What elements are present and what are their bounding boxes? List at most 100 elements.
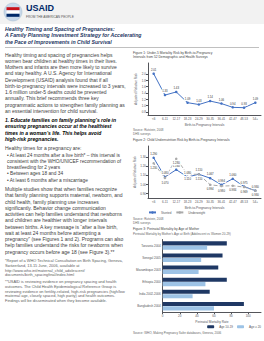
svg-text:54+: 54+ — [253, 199, 258, 203]
svg-text:48-53: 48-53 — [240, 116, 248, 120]
svg-text:0.975: 0.975 — [241, 180, 248, 184]
svg-text:Mothers and infants are then m: Mothers and infants are then more likely… — [5, 64, 117, 70]
svg-text:consistent with the WHO/UNICEF: consistent with the WHO/UNICEF recommend… — [7, 159, 122, 164]
svg-text:36-41: 36-41 — [218, 116, 226, 120]
svg-text:Multiple studies show that whe: Multiple studies show that when families… — [5, 186, 117, 192]
svg-text:Adjusted Relative Risk: Adjusted Relative Risk — [134, 73, 138, 105]
svg-text:12-17: 12-17 — [172, 199, 180, 203]
svg-text:0.980: 0.980 — [218, 188, 225, 192]
svg-text:Adjusted Relative Risk: Adjusted Relative Risk — [133, 156, 137, 188]
svg-text:Healthy timing and spacing of: Healthy timing and spacing of pregnancie… — [5, 52, 113, 58]
svg-text:1.0: 1.0 — [142, 104, 147, 108]
svg-text:• At least 24 months after a l: • At least 24 months after a live birth*… — [7, 153, 120, 158]
svg-text:programmatic actions to streng: programmatic actions to strengthen famil… — [5, 102, 125, 108]
svg-text:the Pace of Improvements in Ch: the Pace of Improvements in Child Surviv… — [5, 39, 112, 45]
svg-text:1.110: 1.110 — [184, 176, 191, 180]
svg-text:an essential intervention for: an essential intervention for child surv… — [5, 108, 98, 114]
svg-text:20: 20 — [178, 314, 182, 318]
svg-text:24-29: 24-29 — [195, 199, 203, 203]
svg-text:1.110: 1.110 — [195, 176, 202, 180]
svg-text:• At least 6 months after a mi: • At least 6 months after a miscarriage — [7, 178, 88, 183]
svg-text:Birth-to-Pregnancy Intervals: Birth-to-Pregnancy Intervals — [185, 206, 225, 210]
svg-text:1.060: 1.060 — [229, 173, 236, 177]
svg-text:1.20: 1.20 — [140, 164, 146, 168]
svg-text:Source: WHO, Making Pregnancy: Source: WHO, Making Pregnancy Safer data… — [133, 331, 222, 335]
svg-text:30-35: 30-35 — [206, 116, 214, 120]
svg-text:1.09: 1.09 — [253, 96, 259, 100]
svg-text:ensuring pregnancies occur at: ensuring pregnancies occur at the health… — [5, 123, 112, 129]
svg-text:DHS surveys: DHS surveys — [133, 131, 151, 135]
svg-text:60: 60 — [212, 314, 216, 318]
svg-text:0.969: 0.969 — [241, 189, 248, 193]
svg-text:documents/birth_spacingfinal/i: documents/birth_spacingfinal/index.html — [5, 272, 74, 277]
svg-text:Healthy times for a pregnancy: Healthy times for a pregnancy are: — [5, 145, 81, 151]
svg-text:annually. This brief recommend: annually. This brief recommends three ke… — [5, 95, 99, 101]
svg-text:2.0: 2.0 — [142, 72, 147, 76]
svg-text:help families understand the r: help families understand the risks for n… — [5, 242, 123, 248]
svg-text:Perinatal Mortality Rate: Perinatal Mortality Rate — [195, 320, 228, 324]
svg-text:12-17: 12-17 — [172, 116, 180, 120]
svg-text:18-23: 18-23 — [184, 116, 192, 120]
svg-text:1.080: 1.080 — [161, 171, 168, 175]
svg-text:1.6 million under-5 deaths cou: 1.6 million under-5 deaths could be prev… — [5, 89, 107, 95]
svg-text:Development (USAID) analysis f: Development (USAID) analysis found that … — [5, 77, 108, 83]
svg-text:India 2002-2006: India 2002-2006 — [139, 292, 161, 296]
svg-text:Perinatal Mortality by Mother': Perinatal Mortality by Mother's Age at B… — [133, 232, 231, 236]
svg-text:1.30: 1.30 — [140, 155, 146, 159]
svg-text:Figure 3: Perinatal Mortality: Figure 3: Perinatal Mortality by Age of … — [133, 227, 200, 231]
svg-text:between births. A key message: between births. A key message is “after … — [5, 224, 118, 230]
svg-text:Healthy Timing and Spacing of: Healthy Timing and Spacing of Pregnancie… — [5, 26, 115, 32]
svg-text:women bear children at healthy: women bear children at healthy times in … — [5, 58, 117, 64]
svg-text:30-35: 30-35 — [206, 199, 214, 203]
svg-text:0.994: 0.994 — [218, 179, 225, 183]
svg-text:1.070: 1.070 — [161, 180, 168, 184]
svg-text:Findings will be disseminated: Findings will be disseminated when they … — [5, 298, 107, 303]
svg-text:0.8: 0.8 — [142, 110, 147, 114]
svg-text:significantly. Behavior change: significantly. Behavior change communica… — [5, 205, 106, 211]
svg-text:1.2: 1.2 — [142, 97, 147, 101]
svg-text:1.080: 1.080 — [184, 171, 191, 175]
svg-text:18-23: 18-23 — [184, 199, 192, 203]
svg-text:Age ≥ 20: Age ≥ 20 — [249, 325, 261, 329]
svg-text:1. Educate families on family: 1. Educate families on family planning’s… — [5, 117, 116, 123]
svg-text:that family planning supports: that family planning supports maternal, … — [5, 192, 123, 198]
svg-text:pregnancy occurs before age 18: pregnancy occurs before age 18 (see Figu… — [5, 249, 115, 255]
svg-text:1.110: 1.110 — [195, 168, 202, 172]
svg-text:0.93: 0.93 — [241, 101, 247, 105]
svg-text:<6: <6 — [152, 199, 156, 203]
svg-text:1.14: 1.14 — [207, 95, 213, 99]
svg-text:0.994: 0.994 — [207, 187, 214, 191]
svg-text:1.290: 1.290 — [150, 152, 157, 156]
svg-text:80: 80 — [229, 314, 233, 318]
svg-text:100: 100 — [246, 314, 251, 318]
svg-text:1.6: 1.6 — [142, 85, 147, 89]
svg-text:Senegal 2005: Senegal 2005 — [142, 256, 161, 260]
svg-text:• Between ages 18 and 34: • Between ages 18 and 34 — [7, 171, 63, 176]
svg-text:1.43: 1.43 — [174, 86, 180, 90]
svg-text:A Family Planning Investment S: A Family Planning Investment Strategy fo… — [4, 32, 142, 38]
svg-text:0: 0 — [162, 314, 164, 318]
svg-text:Mozambique 2003: Mozambique 2003 — [136, 268, 161, 272]
svg-text:0.90: 0.90 — [140, 191, 146, 195]
svg-text:1.8: 1.8 — [142, 78, 147, 82]
svg-text:0.930: 0.930 — [252, 184, 259, 188]
svg-text:0.94: 0.94 — [230, 101, 236, 105]
svg-text:birth-to-pregnancy intervals w: birth-to-pregnancy intervals were increa… — [5, 83, 126, 89]
svg-text:times in a woman’s life. This: times in a woman’s life. This helps avoi… — [5, 130, 102, 136]
svg-text:0.930: 0.930 — [252, 193, 259, 197]
svg-text:0.984: 0.984 — [229, 188, 236, 192]
svg-text:24-29: 24-29 — [195, 116, 203, 120]
svg-text:36-41: 36-41 — [218, 199, 226, 203]
svg-text:42-47: 42-47 — [229, 116, 237, 120]
svg-text:Tanzania 2004: Tanzania 2004 — [141, 244, 161, 248]
svg-text:1.06: 1.06 — [219, 97, 225, 101]
svg-text:pregnancy” (see Figures 1 and: pregnancy” (see Figures 1 and 2). Progra… — [5, 236, 124, 242]
svg-text:2.01: 2.01 — [151, 67, 157, 71]
svg-text:1.33: 1.33 — [162, 89, 168, 93]
svg-text:DHS surveys: DHS surveys — [133, 220, 151, 224]
svg-text:1.280: 1.280 — [173, 161, 180, 165]
svg-text:6-11: 6-11 — [162, 116, 168, 120]
svg-text:1.10: 1.10 — [140, 173, 146, 177]
svg-text:high-risk pregnancies.: high-risk pregnancies. — [5, 136, 58, 142]
svg-text:40: 40 — [195, 314, 199, 318]
